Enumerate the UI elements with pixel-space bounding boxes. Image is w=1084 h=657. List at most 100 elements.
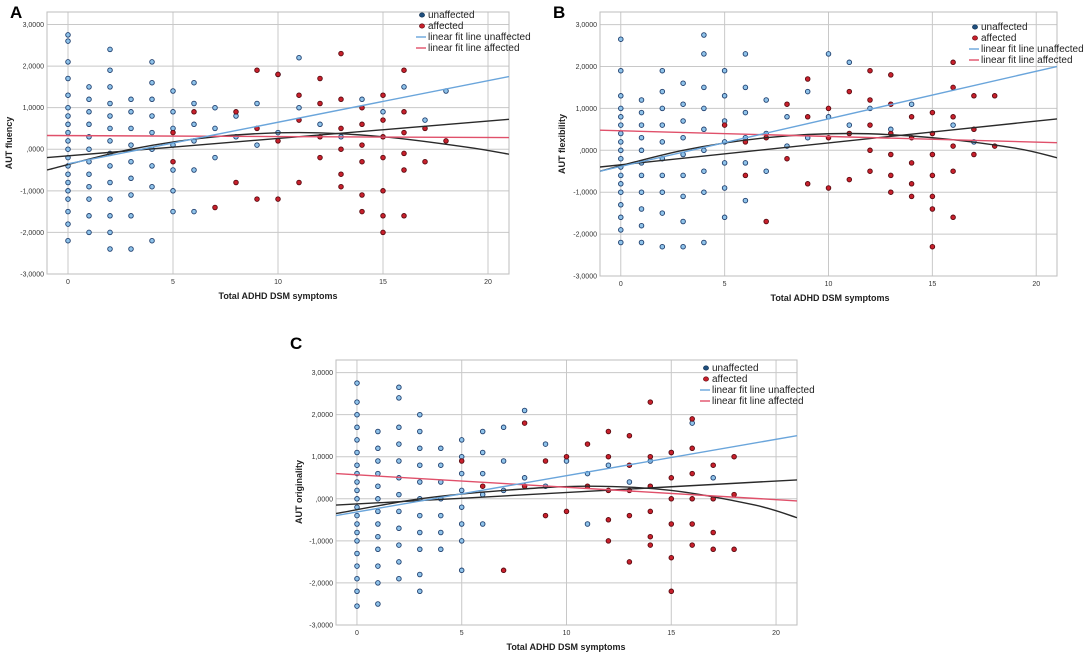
point-affected xyxy=(668,588,675,595)
point-unaffected xyxy=(417,588,423,595)
point-unaffected xyxy=(86,196,92,202)
point-affected xyxy=(971,93,977,99)
point-affected xyxy=(721,122,728,128)
legend-label: linear fit line affected xyxy=(981,55,1073,66)
point-affected xyxy=(908,160,915,166)
point-unaffected xyxy=(618,114,624,120)
point-unaffected xyxy=(396,491,402,498)
point-affected xyxy=(888,172,894,179)
point-unaffected xyxy=(86,229,92,236)
point-affected xyxy=(401,167,407,173)
point-affected xyxy=(804,114,811,120)
panel-C: C 0 5 10 15 20 -3,0000 -2,0000 -1,0000 ,0000 1,000… xyxy=(290,334,815,652)
point-unaffected xyxy=(65,237,71,244)
point-affected xyxy=(929,172,936,179)
point-unaffected xyxy=(375,563,381,569)
point-unaffected xyxy=(784,114,790,120)
point-unaffected xyxy=(354,550,360,557)
y-tick-label: 2,0000 xyxy=(312,412,334,419)
point-affected xyxy=(763,218,769,225)
point-unaffected xyxy=(500,424,507,431)
point-unaffected xyxy=(65,59,71,65)
point-affected xyxy=(888,151,894,158)
point-affected xyxy=(742,172,749,179)
overall-quadratic-fit-line xyxy=(47,131,509,171)
point-affected xyxy=(710,529,716,536)
point-affected xyxy=(359,142,365,148)
point-affected xyxy=(605,428,612,435)
plot-frame xyxy=(335,359,798,626)
point-unaffected xyxy=(396,424,402,431)
point-unaffected xyxy=(417,529,423,536)
point-affected xyxy=(867,122,873,128)
point-affected xyxy=(380,188,386,194)
point-unaffected xyxy=(680,218,686,225)
point-unaffected xyxy=(680,80,686,86)
legend-label: linear fit line unaffected xyxy=(428,32,531,43)
point-unaffected xyxy=(618,122,624,128)
point-affected xyxy=(458,458,465,464)
point-affected xyxy=(584,441,591,447)
point-unaffected xyxy=(128,192,134,198)
point-unaffected xyxy=(618,130,624,137)
plot-frame xyxy=(46,11,510,275)
point-unaffected xyxy=(354,399,360,405)
point-unaffected xyxy=(618,147,624,154)
y-tick-label: -2,0000 xyxy=(20,230,44,237)
point-unaffected xyxy=(638,206,645,212)
point-unaffected xyxy=(65,129,71,136)
point-unaffected xyxy=(170,208,176,215)
point-unaffected xyxy=(86,84,92,90)
point-affected xyxy=(710,546,716,553)
point-unaffected xyxy=(128,213,134,219)
point-unaffected xyxy=(680,243,686,250)
point-affected xyxy=(950,214,956,221)
point-unaffected xyxy=(618,214,624,221)
legend-label: unaffected xyxy=(428,10,475,21)
point-unaffected xyxy=(458,470,465,477)
point-unaffected xyxy=(417,479,423,485)
point-affected xyxy=(846,88,853,95)
point-unaffected xyxy=(618,189,624,195)
point-unaffected xyxy=(354,437,360,443)
point-unaffected xyxy=(396,559,402,565)
point-unaffected xyxy=(128,96,134,103)
panel-letter: B xyxy=(553,3,565,22)
legend-marker-unaffected xyxy=(419,12,425,18)
point-unaffected xyxy=(107,138,113,144)
legend-label: linear fit line affected xyxy=(428,43,520,54)
point-unaffected xyxy=(721,93,728,99)
point-affected xyxy=(380,213,386,219)
point-unaffected xyxy=(375,496,381,502)
point-affected xyxy=(296,92,302,98)
point-affected xyxy=(929,206,936,212)
y-tick-label: 1,0000 xyxy=(312,454,334,461)
point-unaffected xyxy=(618,36,624,42)
point-affected xyxy=(401,67,407,73)
point-affected xyxy=(950,114,956,120)
point-unaffected xyxy=(458,521,465,527)
y-tick-label: 3,0000 xyxy=(576,22,598,29)
point-affected xyxy=(689,445,695,452)
fit-line-affected xyxy=(47,134,509,139)
x-tick-label: 15 xyxy=(379,279,387,286)
point-unaffected xyxy=(65,146,71,152)
point-affected xyxy=(626,512,633,519)
panel-letter: A xyxy=(10,3,22,22)
x-axis-title: Total ADHD DSM symptoms xyxy=(218,291,337,301)
point-unaffected xyxy=(354,449,360,456)
y-tick-label: ,0000 xyxy=(579,148,597,155)
point-unaffected xyxy=(86,213,92,219)
point-affected xyxy=(191,109,197,115)
x-tick-label: 0 xyxy=(66,279,70,286)
y-tick-label: ,0000 xyxy=(26,147,44,154)
point-affected xyxy=(401,109,407,115)
point-unaffected xyxy=(763,168,769,174)
point-unaffected xyxy=(479,521,486,527)
point-unaffected xyxy=(659,122,666,128)
point-unaffected xyxy=(742,51,749,57)
point-unaffected xyxy=(396,542,402,548)
point-unaffected xyxy=(638,134,645,141)
